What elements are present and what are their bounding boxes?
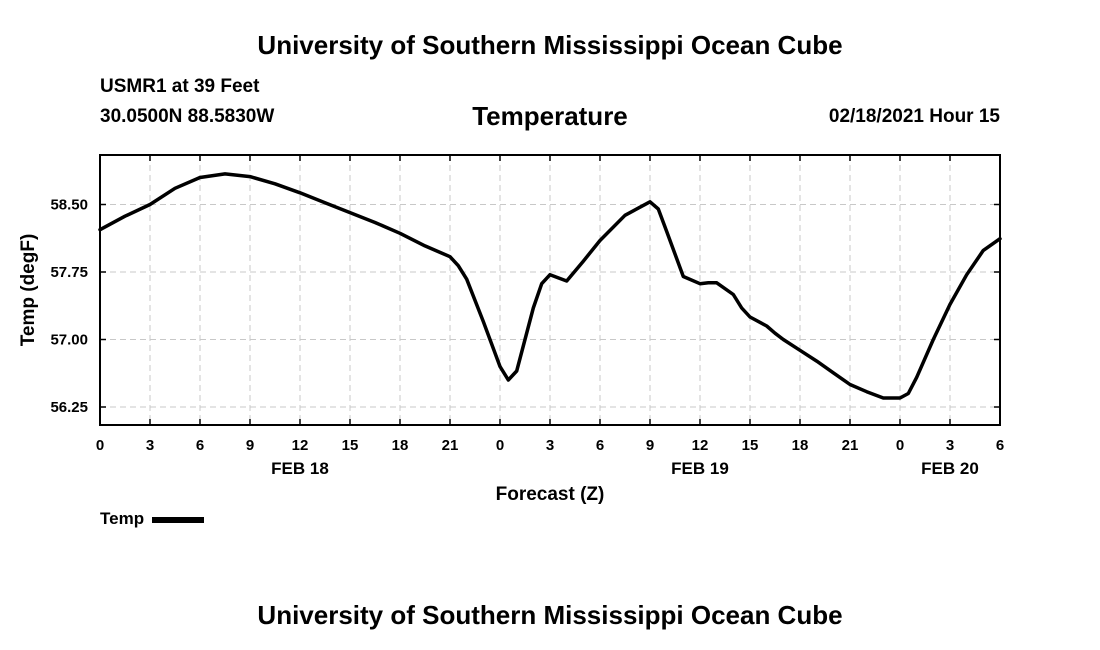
x-tick-label: 15 — [342, 437, 359, 454]
y-tick-label: 57.75 — [50, 264, 88, 281]
x-tick-label: 3 — [546, 437, 554, 454]
x-tick-label: 3 — [946, 437, 954, 454]
x-tick-label: 0 — [896, 437, 904, 454]
y-tick-label: 56.25 — [50, 399, 88, 416]
parameter-title: Temperature — [472, 101, 628, 131]
x-tick-label: 9 — [246, 437, 254, 454]
x-tick-label: 18 — [392, 437, 409, 454]
x-tick-label: 9 — [646, 437, 654, 454]
legend-swatch — [152, 517, 205, 523]
x-tick-label: 18 — [792, 437, 809, 454]
grid-layer — [100, 155, 1000, 425]
x-tick-label: 6 — [596, 437, 604, 454]
x-tick-label: 12 — [292, 437, 309, 454]
x-tick-label: 3 — [146, 437, 154, 454]
x-date-label: FEB 20 — [921, 459, 979, 478]
x-tick-label: 6 — [196, 437, 204, 454]
axis-layer: 0 3 6 9 12 15 18 21 0 3 6 9 12 15 18 21 0 3 6 56.25 57.00 57.… — [50, 155, 1004, 478]
chart-bottom-title: University of Southern Mississippi Ocean… — [257, 600, 843, 630]
x-tick-label: 15 — [742, 437, 759, 454]
y-axis-label: Temp (degF) — [18, 234, 39, 347]
y-tick-label: 58.50 — [50, 197, 88, 214]
chart-top-title: University of Southern Mississippi Ocean… — [257, 30, 843, 60]
x-date-label: FEB 18 — [271, 459, 329, 478]
legend-label: Temp — [100, 509, 145, 528]
x-tick-label: 12 — [692, 437, 709, 454]
x-tick-label: 21 — [842, 437, 859, 454]
y-tick-label: 57.00 — [50, 332, 88, 349]
series-line-temp — [98, 172, 1002, 400]
x-tick-label: 0 — [96, 437, 104, 454]
station-coordinates: 30.0500N 88.5830W — [100, 106, 275, 127]
x-tick-label: 21 — [442, 437, 459, 454]
series-layer — [98, 172, 1002, 400]
x-tick-label: 0 — [496, 437, 504, 454]
x-tick-label: 6 — [996, 437, 1004, 454]
x-date-label: FEB 19 — [671, 459, 729, 478]
x-axis-label: Forecast (Z) — [496, 484, 605, 505]
forecast-datetime: 02/18/2021 Hour 15 — [828, 106, 1000, 127]
station-label: USMR1 at 39 Feet — [100, 76, 260, 97]
legend: Temp — [100, 509, 205, 529]
